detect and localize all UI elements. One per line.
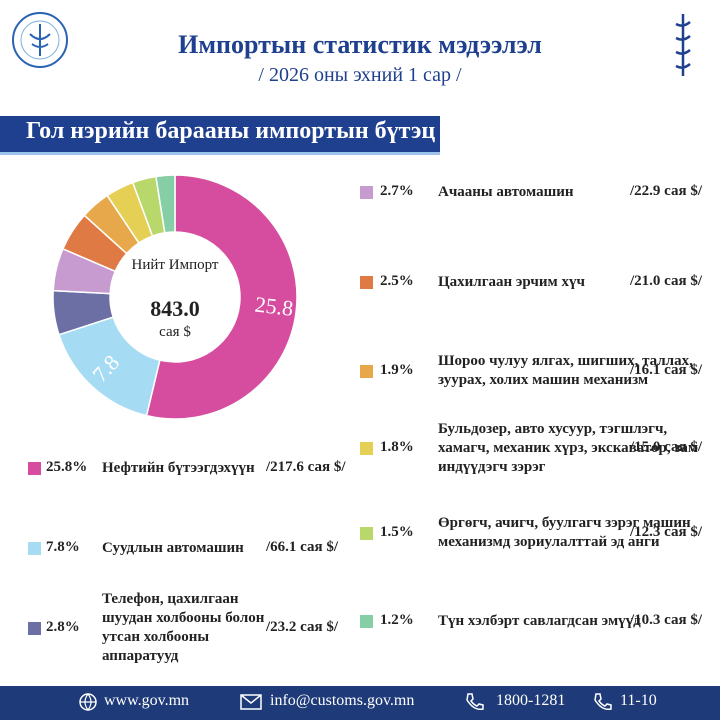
legend-name: Телефон, цахилгаан шуудан холбооны болон… <box>102 591 265 664</box>
legend-percent: 1.9% <box>380 362 414 378</box>
legend-swatch <box>360 527 373 540</box>
segment-label: 25.8 <box>254 292 295 321</box>
legend-amount: /23.2 сая $/ <box>266 619 339 635</box>
donut-chart: 25.87.8 <box>52 174 298 420</box>
section-title: Гол нэрийн барааны импортын бүтэц <box>26 118 436 144</box>
center-label: Нийт Импорт <box>131 257 219 273</box>
legend-percent: 1.5% <box>380 524 414 540</box>
legend-amount: /22.9 сая $/ <box>630 183 703 199</box>
legend-name: Цахилгаан эрчим хүч <box>438 273 585 290</box>
legend-swatch <box>28 462 41 475</box>
legend-name: Ачааны автомашин <box>438 183 574 200</box>
total: 843.0 <box>150 296 200 321</box>
total-unit: сая $ <box>159 324 191 340</box>
globe-icon <box>79 693 97 712</box>
short-phone[interactable]: 11-10 <box>620 692 657 709</box>
phone-icon <box>594 693 612 711</box>
legend-amount: /16.1 сая $/ <box>630 362 703 378</box>
phone-icon <box>466 693 484 711</box>
legend-swatch <box>360 442 373 455</box>
legend-amount: /10.3 сая $/ <box>630 612 703 628</box>
legend-name: Шороо чулуу ялгах, шигших, таллах, зуура… <box>438 353 693 388</box>
legend-amount: /15.0 сая $/ <box>630 439 703 455</box>
legend-amount: /66.1 сая $/ <box>266 539 339 555</box>
legend-percent: 2.7% <box>380 183 414 199</box>
website[interactable]: www.gov.mn <box>104 692 190 709</box>
legend-name: Суудлын автомашин <box>102 539 244 556</box>
email[interactable]: info@customs.gov.mn <box>270 692 415 709</box>
legend-name: Нефтийн бүтээгдэхүүн <box>102 459 255 476</box>
title: Импортын статистик мэдээлэл <box>178 30 542 59</box>
legend-amount: /217.6 сая $/ <box>266 459 346 475</box>
legend-percent: 1.2% <box>380 612 414 628</box>
donut-segment <box>155 174 176 234</box>
legend-name: Бульдозер, авто хусуур, тэгшлэгч, хамагч… <box>438 420 699 475</box>
legend-swatch <box>360 365 373 378</box>
legend-swatch <box>360 186 373 199</box>
legend-amount: /21.0 сая $/ <box>630 273 703 289</box>
legend-swatch <box>360 615 373 628</box>
legend-percent: 1.8% <box>380 439 414 455</box>
phone[interactable]: 1800-1281 <box>496 692 566 709</box>
mail-icon <box>240 694 262 710</box>
legend-percent: 25.8% <box>46 459 88 475</box>
subtitle: / 2026 оны эхний 1 сар / <box>258 64 462 86</box>
legend-swatch <box>360 276 373 289</box>
legend-amount: /12.3 сая $/ <box>630 524 703 540</box>
legend-swatch <box>28 622 41 635</box>
section-banner <box>0 116 440 155</box>
donut-segment <box>145 174 298 420</box>
legend-percent: 2.8% <box>46 619 80 635</box>
legend-percent: 2.5% <box>380 273 414 289</box>
legend-name: Түн хэлбэрт савлагдсан эмүүд <box>438 612 641 629</box>
legend-name: Өргөгч, ачигч, буулгагч зэрэг машин меха… <box>438 515 691 550</box>
script-emblem <box>675 14 691 76</box>
legend-swatch <box>28 542 41 555</box>
logo <box>12 12 68 68</box>
legend-percent: 7.8% <box>46 539 80 555</box>
